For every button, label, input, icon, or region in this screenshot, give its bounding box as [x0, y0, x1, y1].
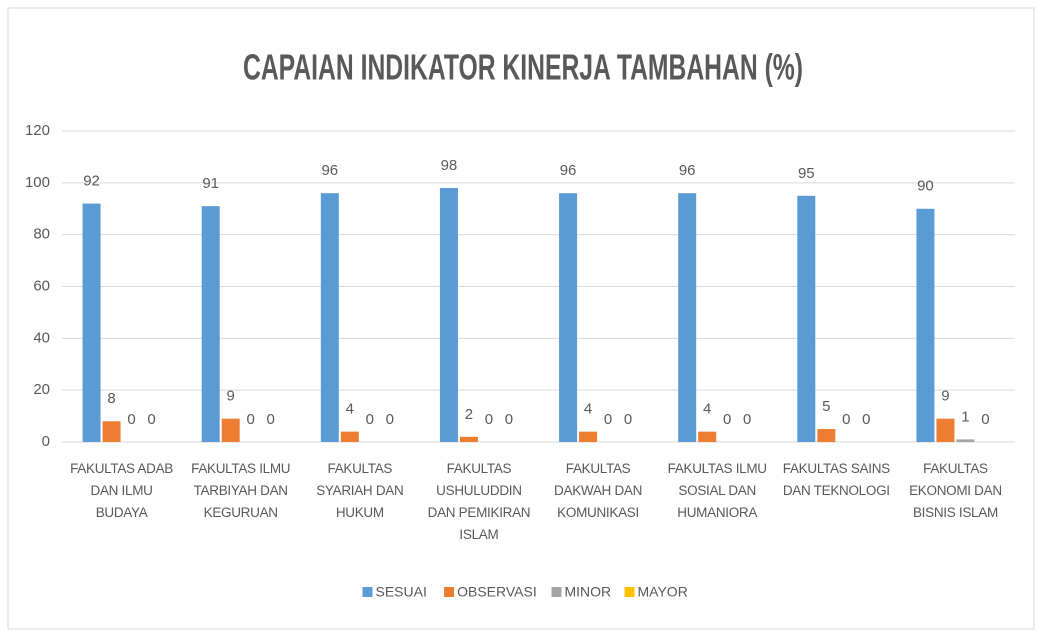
- data-label: 8: [107, 390, 115, 407]
- data-label: 0: [743, 411, 751, 428]
- data-label: 0: [267, 411, 275, 428]
- bar: [797, 195, 816, 442]
- data-label: 0: [247, 411, 255, 428]
- data-label: 91: [202, 175, 219, 192]
- bar: [817, 429, 836, 442]
- chart-border: [7, 7, 1035, 630]
- bar: [439, 188, 458, 442]
- data-label: 0: [147, 411, 155, 428]
- chart-title: CAPAIAN INDIKATOR KINERJA TAMBAHAN (%): [243, 47, 803, 88]
- y-tick-label: 0: [42, 433, 50, 450]
- data-label: 95: [798, 165, 815, 182]
- data-label: 96: [679, 162, 696, 179]
- y-tick-label: 40: [33, 329, 50, 346]
- data-label: 9: [941, 388, 949, 405]
- legend-swatch: [624, 587, 635, 597]
- bar: [201, 206, 220, 442]
- data-label: 0: [723, 411, 731, 428]
- legend-label: MAYOR: [638, 584, 688, 600]
- bar: [459, 436, 478, 442]
- y-tick-label: 100: [25, 174, 50, 191]
- legend-label: SESUAI: [376, 584, 427, 600]
- data-label: 96: [560, 162, 577, 179]
- data-label: 96: [321, 162, 338, 179]
- data-label: 4: [584, 401, 592, 418]
- bar: [698, 431, 717, 442]
- data-label: 1: [961, 408, 969, 425]
- x-tick-label: FAKULTAS ILMU TARBIYAH DAN KEGURUAN: [191, 461, 291, 520]
- data-label: 0: [505, 411, 513, 428]
- data-label: 0: [386, 411, 394, 428]
- x-tick-label: FAKULTAS SAINS DAN TEKNOLOGI: [782, 461, 890, 498]
- bar: [956, 439, 975, 442]
- x-tick-label: FAKULTAS ILMU SOSIAL DAN HUMANIORA: [667, 461, 767, 520]
- data-label: 0: [366, 411, 374, 428]
- data-label: 92: [83, 173, 100, 190]
- data-label: 4: [703, 401, 711, 418]
- x-tick-label: FAKULTAS DAKWAH DAN KOMUNIKASI: [554, 461, 643, 520]
- x-tick-label: FAKULTAS USHULUDDIN DAN PEMIKIRAN ISLAM: [427, 461, 531, 542]
- bar: [916, 208, 935, 442]
- y-tick-label: 20: [33, 381, 50, 398]
- bar: [559, 193, 578, 442]
- data-label: 0: [485, 411, 493, 428]
- data-label: 2: [465, 406, 473, 423]
- y-tick-label: 80: [33, 226, 50, 243]
- legend-swatch: [444, 587, 455, 597]
- legend-label: MINOR: [565, 584, 612, 600]
- bar: [102, 421, 121, 442]
- data-label: 5: [822, 398, 830, 415]
- data-label: 0: [862, 411, 870, 428]
- x-tick-label: FAKULTAS SYARIAH DAN HUKUM: [316, 461, 404, 520]
- bar: [678, 193, 697, 442]
- legend-swatch: [551, 587, 562, 597]
- legend-label: OBSERVASI: [457, 584, 537, 600]
- y-tick-label: 60: [33, 277, 50, 294]
- bar: [82, 203, 101, 442]
- legend-swatch: [362, 587, 373, 597]
- data-label: 0: [624, 411, 632, 428]
- y-tick-label: 120: [25, 122, 50, 139]
- data-label: 4: [346, 401, 354, 418]
- bar: [936, 418, 955, 442]
- bar: [579, 431, 598, 442]
- bar: [320, 193, 339, 442]
- x-tick-label: FAKULTAS EKONOMI DAN BISNIS ISLAM: [909, 461, 1002, 520]
- data-label: 90: [917, 178, 934, 195]
- data-label: 0: [127, 411, 135, 428]
- data-label: 9: [227, 388, 235, 405]
- x-tick-label: FAKULTAS ADAB DAN ILMU BUDAYA: [70, 461, 173, 520]
- data-label: 0: [981, 411, 989, 428]
- data-label: 0: [604, 411, 612, 428]
- data-label: 98: [441, 157, 458, 174]
- data-label: 0: [842, 411, 850, 428]
- bar: [221, 418, 240, 442]
- bar: [340, 431, 359, 442]
